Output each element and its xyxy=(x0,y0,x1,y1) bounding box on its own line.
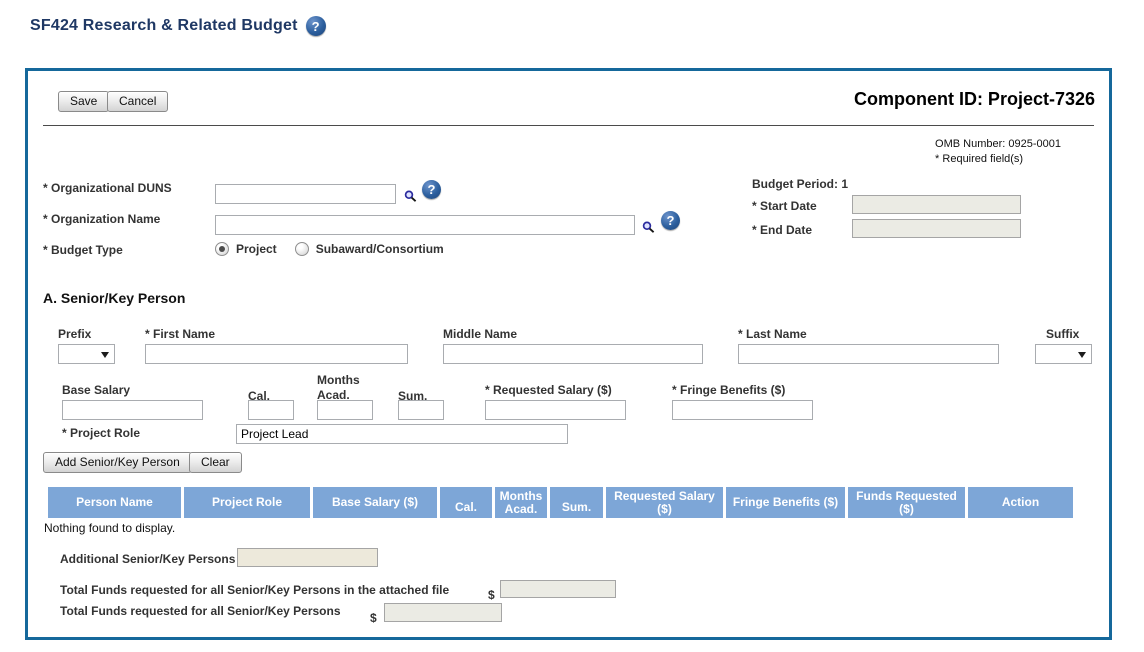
base-salary-label: Base Salary xyxy=(62,383,131,397)
component-id: Component ID: Project-7326 xyxy=(853,89,1095,109)
budget-type-label: * Budget Type xyxy=(43,243,123,257)
budget-type-project-option[interactable]: Project xyxy=(215,242,277,256)
col-fringe-benefits: Fringe Benefits ($) xyxy=(726,487,845,518)
duns-label: * Organizational DUNS xyxy=(43,181,172,195)
org-name-help-icon[interactable] xyxy=(661,211,680,230)
add-senior-key-person-button[interactable]: Add Senior/Key Person xyxy=(43,452,192,473)
middle-name-input[interactable] xyxy=(443,344,703,364)
budget-type-subaward-option[interactable]: Subaward/Consortium xyxy=(294,242,444,256)
divider xyxy=(43,125,1094,126)
col-sum: Sum. xyxy=(550,487,603,518)
col-funds-requested: Funds Requested ($) xyxy=(848,487,965,518)
section-a-heading: A. Senior/Key Person xyxy=(43,290,186,306)
org-name-search-icon[interactable] xyxy=(642,221,655,234)
project-radio-label: Project xyxy=(236,242,277,256)
start-date-label: * Start Date xyxy=(752,199,817,213)
requested-salary-input[interactable] xyxy=(485,400,626,420)
requested-salary-label: * Requested Salary ($) xyxy=(485,383,612,397)
total-attached-label: Total Funds requested for all Senior/Key… xyxy=(60,583,450,597)
col-person-name: Person Name xyxy=(48,487,181,518)
suffix-label: Suffix xyxy=(1046,327,1080,341)
first-name-label: * First Name xyxy=(145,327,216,341)
prefix-label: Prefix xyxy=(58,327,92,341)
clear-button[interactable]: Clear xyxy=(189,452,242,473)
org-name-label: * Organization Name xyxy=(43,212,161,226)
start-date-input xyxy=(852,195,1021,214)
acad-months-input[interactable] xyxy=(317,400,373,420)
first-name-input[interactable] xyxy=(145,344,408,364)
subaward-radio-label: Subaward/Consortium xyxy=(315,242,444,256)
col-project-role: Project Role xyxy=(184,487,310,518)
last-name-label: * Last Name xyxy=(738,327,807,341)
sum-label: Sum. xyxy=(398,389,428,403)
duns-search-icon[interactable] xyxy=(404,190,417,203)
page-help-icon[interactable] xyxy=(305,16,326,36)
cal-label: Cal. xyxy=(248,389,271,403)
budget-type-radio-group: Project Subaward/Consortium xyxy=(215,242,456,256)
required-note: * Required field(s) xyxy=(935,153,1024,165)
col-months-acad: Months Acad. xyxy=(495,487,547,518)
col-base-salary: Base Salary ($) xyxy=(313,487,437,518)
end-date-input xyxy=(852,219,1021,238)
end-date-label: * End Date xyxy=(752,223,813,237)
project-radio xyxy=(215,242,229,256)
duns-input[interactable] xyxy=(215,184,396,204)
table-empty-message: Nothing found to display. xyxy=(44,521,176,535)
last-name-input[interactable] xyxy=(738,344,999,364)
prefix-select[interactable] xyxy=(58,344,115,364)
omb-note: OMB Number: 0925-0001 * Required field(s… xyxy=(935,137,1061,167)
save-button[interactable]: Save xyxy=(58,91,110,112)
additional-persons-label: Additional Senior/Key Persons xyxy=(60,552,236,566)
sum-months-input[interactable] xyxy=(398,400,444,420)
senior-key-person-table-header: Person Name Project Role Base Salary ($)… xyxy=(48,487,1073,518)
omb-number: OMB Number: 0925-0001 xyxy=(935,138,1061,150)
total-funds-input xyxy=(384,603,502,622)
page-title: SF424 Research & Related Budget xyxy=(30,17,298,34)
col-requested-salary: Requested Salary ($) xyxy=(606,487,723,518)
col-action: Action xyxy=(968,487,1073,518)
duns-help-icon[interactable] xyxy=(422,180,441,199)
subaward-radio xyxy=(294,242,309,256)
org-name-input[interactable] xyxy=(215,215,635,235)
months-acad-label: Months Acad. xyxy=(317,373,360,402)
project-role-label: * Project Role xyxy=(62,426,141,440)
additional-persons-input xyxy=(237,548,378,567)
total-attached-input xyxy=(500,580,616,598)
total-funds-currency: $ xyxy=(370,611,377,625)
project-role-input[interactable] xyxy=(236,424,568,444)
base-salary-input[interactable] xyxy=(62,400,203,420)
fringe-benefits-label: * Fringe Benefits ($) xyxy=(672,383,786,397)
col-cal: Cal. xyxy=(440,487,492,518)
page-header: SF424 Research & Related Budget xyxy=(30,16,326,36)
suffix-select[interactable] xyxy=(1035,344,1092,364)
budget-period-label: Budget Period: 1 xyxy=(752,177,849,191)
cal-months-input[interactable] xyxy=(248,400,294,420)
total-funds-label: Total Funds requested for all Senior/Key… xyxy=(60,604,341,618)
cancel-button[interactable]: Cancel xyxy=(107,91,169,112)
fringe-benefits-input[interactable] xyxy=(672,400,813,420)
total-attached-currency: $ xyxy=(488,588,495,602)
middle-name-label: Middle Name xyxy=(443,327,518,341)
budget-form-panel: Save Cancel Component ID: Project-7326 O… xyxy=(25,68,1112,640)
